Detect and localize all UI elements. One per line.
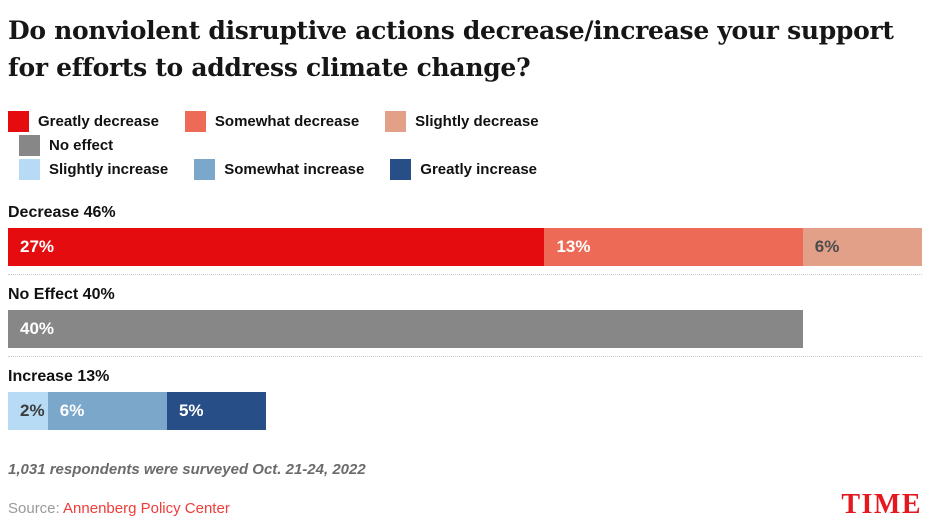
bar-segment-slightly-increase: 2%: [8, 392, 48, 430]
legend-swatch-somewhat-increase-icon: [194, 158, 216, 180]
legend-swatch-greatly-decrease-icon: [8, 110, 29, 132]
legend-label: Slightly decrease: [415, 112, 539, 130]
legend: Greatly decrease Somewhat decrease Sligh…: [8, 109, 922, 181]
source-line: Source: Annenberg Policy Center: [8, 500, 230, 517]
survey-note: 1,031 respondents were surveyed Oct. 21-…: [8, 461, 366, 478]
legend-item-somewhat-increase: Somewhat increase: [194, 158, 365, 180]
footer: Source: Annenberg Policy Center TIME: [8, 489, 922, 520]
bar-segment-greatly-increase: 5%: [166, 392, 267, 430]
legend-item-greatly-increase: Greatly increase: [390, 158, 538, 180]
legend-label: No effect: [49, 136, 114, 154]
legend-swatch-slightly-increase-icon: [19, 158, 40, 180]
legend-row-decrease: Greatly decrease Somewhat decrease Sligh…: [8, 109, 922, 133]
legend-item-slightly-decrease: Slightly decrease: [385, 110, 539, 132]
legend-item-somewhat-decrease: Somewhat decrease: [184, 110, 360, 132]
segment-value-label: 2%: [20, 401, 45, 420]
segment-value-label: 6%: [59, 401, 85, 420]
legend-label: Somewhat decrease: [214, 112, 360, 130]
bar-segment-somewhat-decrease: 13%: [544, 228, 803, 266]
segment-value-label: 13%: [556, 237, 591, 256]
legend-row-increase: Slightly increase Somewhat increase Grea…: [19, 157, 922, 181]
chart-title: Do nonviolent disruptive actions decreas…: [8, 16, 894, 82]
segment-value-label: 40%: [20, 319, 55, 338]
legend-label: Somewhat increase: [224, 160, 365, 178]
legend-swatch-slightly-decrease-icon: [385, 110, 407, 132]
source-link[interactable]: Annenberg Policy Center: [63, 500, 230, 517]
legend-item-greatly-decrease: Greatly decrease: [8, 110, 159, 132]
bar-segment-somewhat-increase: 6%: [47, 392, 167, 430]
legend-item-slightly-increase: Slightly increase: [19, 158, 169, 180]
segment-value-label: 6%: [814, 237, 840, 256]
bar-no-effect: 40%: [8, 310, 922, 348]
segment-value-label: 27%: [20, 237, 55, 256]
segment-value-label: 5%: [178, 401, 204, 420]
bar-segment-no-effect: 40%: [8, 310, 803, 348]
legend-swatch-somewhat-decrease-icon: [184, 110, 206, 132]
source-prefix: Source:: [8, 500, 64, 517]
bar-increase: 2% 6% 5%: [8, 392, 922, 430]
group-label-no-effect: No Effect 40%: [8, 286, 115, 303]
bar-segment-greatly-decrease: 27%: [8, 228, 545, 266]
dotted-separator: [8, 356, 922, 357]
bar-segment-slightly-decrease: 6%: [802, 228, 922, 266]
bar-decrease: 27% 13% 6%: [8, 228, 922, 266]
legend-label: Slightly increase: [49, 160, 169, 178]
legend-swatch-no-effect-icon: [19, 134, 40, 156]
stacked-bar-chart: Decrease 46% 27% 13% 6% No Effect 40% 40…: [8, 204, 922, 430]
legend-swatch-greatly-increase-icon: [390, 158, 412, 180]
legend-label: Greatly increase: [420, 160, 538, 178]
legend-item-no-effect: No effect: [19, 134, 114, 156]
group-label-decrease: Decrease 46%: [8, 204, 116, 221]
legend-label: Greatly decrease: [38, 112, 159, 130]
legend-row-no-effect: No effect: [19, 133, 922, 157]
dotted-separator: [8, 274, 922, 275]
group-label-increase: Increase 13%: [8, 368, 110, 385]
time-logo: TIME: [841, 489, 922, 520]
